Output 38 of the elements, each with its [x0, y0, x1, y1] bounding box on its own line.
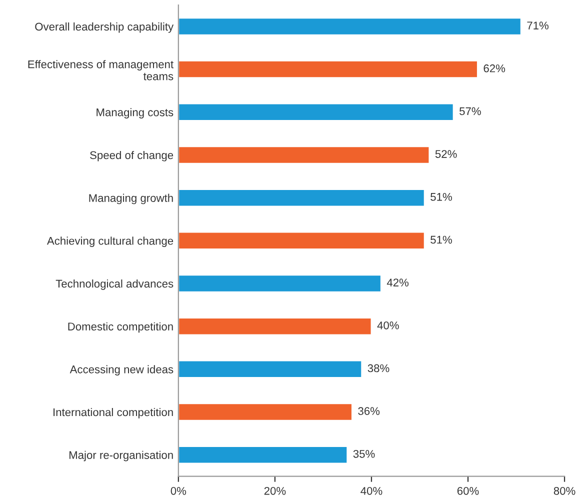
x-tick-label: 60%	[457, 486, 479, 495]
bar	[178, 17, 522, 36]
bar	[178, 402, 353, 422]
data-label: 51%	[430, 192, 452, 201]
y-tick-label: Major re-organisation	[70, 450, 173, 462]
bar	[178, 188, 426, 208]
y-tick-label: Managing growth	[89, 194, 173, 204]
y-tick-label: Overall leadership capability	[35, 22, 174, 33]
y-tick-label: Achieving cultural change	[46, 236, 174, 247]
data-label: 57%	[460, 107, 481, 116]
x-tick-label: 20%	[264, 486, 286, 495]
bar	[178, 446, 348, 464]
x-tick-label: 80%	[554, 486, 576, 495]
data-label: 71%	[527, 22, 548, 30]
y-tick-label: Effectiveness of management teams	[28, 60, 174, 80]
data-label: 51%	[430, 236, 452, 244]
data-label: 62%	[484, 64, 506, 72]
data-label: 36%	[358, 407, 380, 416]
bar	[178, 360, 363, 378]
y-tick-label: Managing costs	[96, 108, 174, 118]
bar	[178, 102, 454, 122]
data-label: 38%	[368, 364, 390, 372]
y-tick-label: Domestic competition	[68, 322, 173, 333]
data-label: 40%	[377, 321, 399, 330]
y-tick-label: Accessing new ideas	[70, 365, 174, 376]
bar	[178, 146, 430, 164]
data-label: 35%	[353, 450, 375, 458]
y-tick-label: Technological advances	[56, 279, 174, 290]
x-tick-label: 0%	[170, 486, 186, 495]
bar	[178, 317, 372, 336]
y-tick-label: Speed of change	[90, 150, 174, 162]
data-label: 52%	[435, 150, 457, 158]
data-label: 42%	[386, 278, 409, 286]
y-tick-label: International competition	[54, 408, 173, 418]
bar	[178, 231, 426, 250]
x-tick-label: 40%	[360, 486, 382, 495]
bar	[178, 274, 382, 293]
bar	[178, 60, 478, 79]
